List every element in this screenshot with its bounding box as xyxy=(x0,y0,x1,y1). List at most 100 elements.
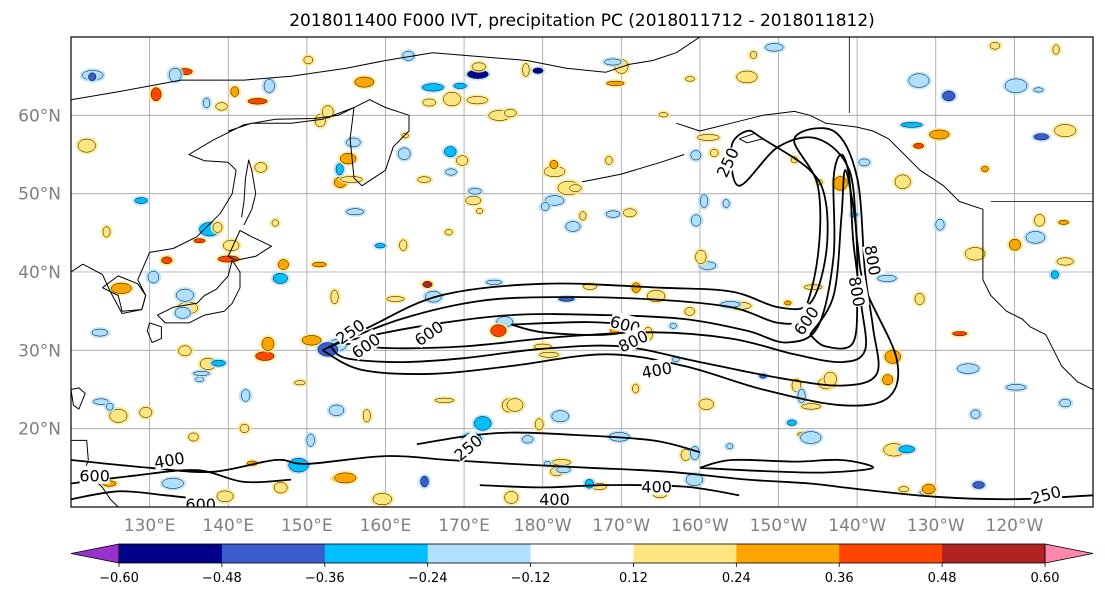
contour-label-text: 400 xyxy=(539,490,570,509)
lon-tick-label: 150°E xyxy=(281,516,333,536)
coastline xyxy=(676,110,1093,390)
precip-patch xyxy=(1004,78,1028,93)
precip-patch xyxy=(147,270,160,284)
precip-patch xyxy=(551,410,569,423)
precip-patch xyxy=(522,435,534,444)
precip-patch xyxy=(340,176,363,183)
precip-patch xyxy=(504,108,517,118)
precip-patch xyxy=(77,138,96,153)
colorbar-tick-label: −0.24 xyxy=(408,571,448,586)
precip-patch xyxy=(321,105,334,119)
precip-patch xyxy=(102,226,111,238)
precip-patch xyxy=(422,281,433,288)
colorbar-tick-label: −0.36 xyxy=(305,571,345,586)
colorbar-segment xyxy=(633,544,737,563)
precip-patch xyxy=(833,176,848,191)
precip-patch xyxy=(434,397,455,403)
precip-patch xyxy=(374,243,386,249)
latitude-labels: 20°N 30°N 40°N 50°N 60°N xyxy=(18,106,61,439)
precip-patch xyxy=(858,158,870,167)
precip-patch xyxy=(697,134,720,141)
precip-patch xyxy=(420,475,429,488)
precip-patch xyxy=(1005,384,1027,391)
precip-patch xyxy=(698,398,714,410)
precip-patch xyxy=(212,222,223,233)
precip-patch xyxy=(106,402,114,411)
precip-patch xyxy=(303,55,313,65)
precip-patch xyxy=(1034,214,1045,227)
lon-tick-label: 160°W xyxy=(671,516,729,536)
chart-title: 2018011400 F000 IVT, precipitation PC (2… xyxy=(289,11,875,31)
precip-patch xyxy=(340,153,357,165)
lat-tick-label: 40°N xyxy=(18,263,61,283)
precip-patch xyxy=(230,86,240,97)
precip-patch xyxy=(957,363,980,374)
ivt-contour-400 xyxy=(71,469,292,485)
precip-patch xyxy=(88,72,97,82)
precip-patch xyxy=(749,51,757,59)
precip-patch xyxy=(726,443,734,450)
precip-patch xyxy=(690,446,700,461)
contour-label-bg xyxy=(347,328,383,361)
lat-tick-label: 30°N xyxy=(18,341,61,361)
precip-patch xyxy=(549,159,559,170)
precip-patch xyxy=(346,137,361,148)
contour-label-text: 600 xyxy=(79,467,110,486)
colorbar-extend-high xyxy=(1044,543,1094,564)
precip-patch xyxy=(188,432,199,442)
contour-label: 600 xyxy=(185,493,216,507)
lon-tick-label: 140°W xyxy=(828,516,886,536)
precip-patch xyxy=(884,349,901,364)
coastline xyxy=(227,230,272,261)
contour-label: 800 xyxy=(845,275,870,308)
precip-patch xyxy=(476,208,484,214)
precip-patch xyxy=(913,143,925,149)
precip-patch xyxy=(540,202,550,211)
contour-label: 400 xyxy=(641,476,672,497)
precip-patch xyxy=(354,76,375,88)
precip-patch xyxy=(1058,220,1069,225)
colorbar-tick-label: −0.60 xyxy=(99,571,139,586)
precip-patch xyxy=(203,97,211,109)
colorbar-outline xyxy=(118,543,1046,564)
precip-patch xyxy=(168,67,182,82)
precip-patch xyxy=(445,168,457,176)
precip-patch xyxy=(1008,238,1021,251)
precip-patch xyxy=(1056,257,1074,266)
coastline xyxy=(188,99,410,187)
precip-patch xyxy=(569,184,582,192)
colorbar-tick-label: 0.24 xyxy=(722,571,751,586)
precip-patch xyxy=(989,42,1001,50)
lon-tick-label: 120°W xyxy=(986,516,1044,536)
precip-patch xyxy=(174,307,191,319)
precip-patch xyxy=(193,371,210,376)
coastlines xyxy=(71,37,1093,507)
colorbar-segment xyxy=(942,544,1046,563)
precip-patch xyxy=(301,335,322,346)
precip-patch xyxy=(417,176,431,183)
precip-patch xyxy=(211,359,226,367)
precip-patch xyxy=(685,76,695,82)
precip-patch xyxy=(110,282,132,294)
contour-label-bg xyxy=(79,465,110,484)
ivt-contour-250 xyxy=(699,458,874,474)
lon-tick-label: 130°E xyxy=(124,516,176,536)
colorbar-tick-label: −0.12 xyxy=(511,571,551,586)
coastline xyxy=(146,322,162,343)
precip-patch xyxy=(690,150,702,161)
precip-patch xyxy=(922,483,936,495)
contour-label: 800 xyxy=(860,243,886,277)
contour-label-bg xyxy=(862,243,886,277)
precip-patch xyxy=(801,403,821,410)
precip-patch xyxy=(329,404,345,417)
precip-patch xyxy=(579,211,587,221)
precip-patch xyxy=(964,247,986,261)
precip-patch xyxy=(255,351,275,361)
precip-patch xyxy=(700,194,708,208)
contour-label: 800 xyxy=(615,325,651,356)
colorbar-tick-label: 0.36 xyxy=(825,571,854,586)
precip-patch xyxy=(247,98,268,105)
precip-patch xyxy=(623,208,637,218)
precip-patch xyxy=(506,398,524,412)
lon-tick-label: 170°E xyxy=(438,516,490,536)
